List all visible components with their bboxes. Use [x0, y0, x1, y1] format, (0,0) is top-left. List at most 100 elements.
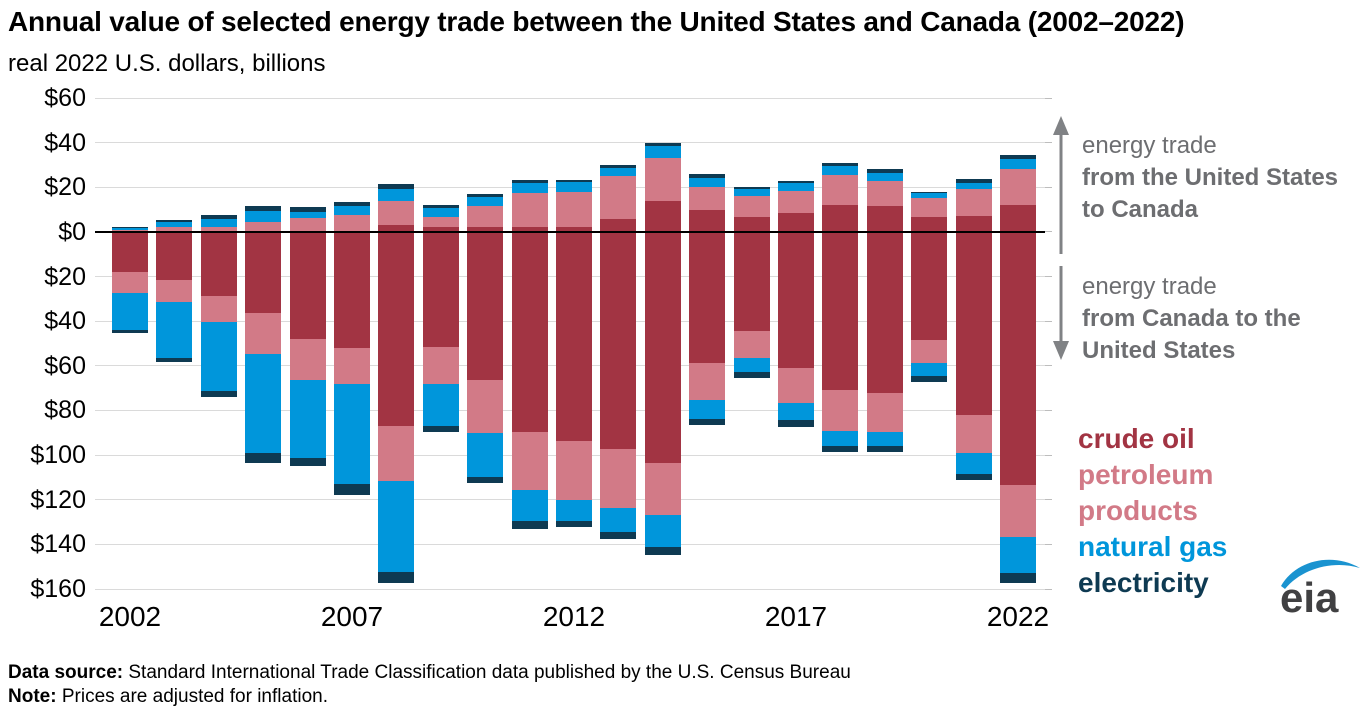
annotation-canada-to-us: energy trade from Canada to the United S…	[1082, 271, 1344, 367]
y-axis-tick-label: $140	[30, 530, 86, 559]
bar-segment-2010-crude_oil-export	[467, 227, 504, 232]
bar-segment-2020-natural_gas-export	[911, 192, 948, 199]
bar-segment-2002-natural_gas-export	[112, 227, 148, 230]
bar-segment-2022-crude_oil-export	[1000, 205, 1036, 232]
right-axis-tick	[1045, 186, 1052, 188]
bar-segment-2003-natural_gas-export	[156, 222, 193, 228]
bar-segment-2014-petroleum_products-import	[644, 462, 681, 515]
bar-segment-2003-electricity-export	[156, 219, 193, 223]
bar-segment-2009-natural_gas-import	[422, 383, 459, 427]
y-axis-tick-label: $60	[44, 351, 86, 380]
bar-segment-2016-petroleum_products-export	[733, 195, 770, 218]
bar-segment-2002-electricity-import	[112, 330, 148, 334]
bar-segment-2017-crude_oil-export	[778, 213, 814, 232]
bar-segment-2014-natural_gas-import	[644, 514, 681, 548]
bar-segment-2013-electricity-import	[600, 531, 637, 539]
bar-segment-2015-crude_oil-import	[689, 231, 726, 363]
bar-segment-2004-electricity-import	[200, 391, 237, 398]
plot-area: 2002 2007 2012 2017 2022	[95, 97, 1052, 632]
bar-segment-2021-petroleum_products-import	[955, 414, 992, 454]
bar-segment-2022-petroleum_products-export	[1000, 168, 1036, 206]
bar-segment-2021-electricity-import	[955, 474, 992, 481]
bar-segment-2011-electricity-import	[511, 520, 548, 529]
right-axis-tick	[1045, 543, 1052, 545]
bar-segment-2011-crude_oil-export	[511, 227, 548, 232]
bar-segment-2009-crude_oil-export	[422, 226, 459, 232]
bar-segment-2010-petroleum_products-export	[467, 206, 504, 228]
bar-segment-2014-electricity-export	[644, 143, 681, 147]
gridline	[95, 588, 1045, 590]
bar-segment-2021-natural_gas-export	[955, 183, 992, 189]
bar-segment-2018-petroleum_products-export	[822, 174, 859, 206]
bar-segment-2013-crude_oil-import	[600, 231, 637, 450]
bar-segment-2004-petroleum_products-export	[200, 226, 237, 232]
right-axis-tick	[1045, 142, 1052, 144]
bar-segment-2021-petroleum_products-export	[955, 188, 992, 216]
bar-segment-2004-natural_gas-export	[200, 218, 237, 227]
bar-segment-2003-petroleum_products-import	[156, 279, 193, 303]
bar-segment-2010-electricity-import	[467, 477, 504, 484]
bar-segment-2016-petroleum_products-import	[733, 330, 770, 359]
bar-segment-2015-petroleum_products-import	[689, 362, 726, 400]
x-axis-tick-label: 2017	[764, 601, 828, 632]
bar-segment-2005-petroleum_products-export	[245, 221, 282, 232]
bar-segment-2020-crude_oil-export	[911, 217, 948, 232]
bar-segment-2006-natural_gas-import	[289, 380, 326, 459]
legend: crude oil petroleum products natural gas…	[1078, 421, 1296, 601]
bar-segment-2005-natural_gas-export	[245, 211, 282, 222]
bar-segment-2018-crude_oil-export	[822, 205, 859, 232]
bar-segment-2014-electricity-import	[644, 547, 681, 555]
annotation-us-to-canada-intro: energy trade	[1082, 132, 1217, 159]
y-axis-tick-label: $40	[44, 307, 86, 336]
legend-natural-gas: natural gas	[1078, 531, 1228, 562]
bar-segment-2007-crude_oil-import	[334, 231, 370, 348]
footer-data-source: Data source: Standard International Trad…	[8, 662, 851, 684]
bar-segment-2012-natural_gas-export	[556, 182, 592, 193]
bar-segment-2015-petroleum_products-export	[689, 186, 726, 211]
right-axis-tick	[1045, 365, 1052, 367]
bar-segment-2010-natural_gas-import	[467, 432, 504, 478]
footer-note-text: Prices are adjusted for inflation.	[56, 686, 328, 707]
bar-segment-2019-electricity-import	[866, 446, 903, 452]
y-axis-tick-label: $40	[44, 128, 86, 157]
y-axis-tick-label: $60	[44, 84, 86, 112]
right-axis-tick	[1045, 231, 1052, 233]
bar-segment-2010-crude_oil-import	[467, 231, 504, 381]
legend-crude-oil: crude oil	[1078, 423, 1195, 454]
y-axis-tick-label: $0	[58, 217, 86, 246]
bar-segment-2009-petroleum_products-export	[422, 216, 459, 227]
chart-title: Annual value of selected energy trade be…	[8, 6, 1185, 37]
bar-segment-2018-electricity-export	[822, 162, 859, 167]
bar-segment-2006-natural_gas-export	[289, 211, 326, 218]
bar-segment-2014-petroleum_products-export	[644, 158, 681, 201]
annotation-canada-to-us-intro: energy trade	[1082, 273, 1217, 300]
bar-segment-2012-natural_gas-import	[556, 499, 592, 522]
right-axis-tick	[1045, 276, 1052, 278]
bar-segment-2010-electricity-export	[467, 194, 504, 198]
bar-segment-2006-petroleum_products-import	[289, 339, 326, 381]
bar-segment-2005-natural_gas-import	[245, 353, 282, 453]
bar-segment-2021-crude_oil-import	[955, 231, 992, 415]
bar-segment-2017-natural_gas-export	[778, 182, 814, 191]
bar-segment-2013-natural_gas-import	[600, 507, 637, 532]
bar-segment-2012-electricity-export	[556, 179, 592, 183]
bar-segment-2022-crude_oil-import	[1000, 231, 1036, 486]
bar-segment-2007-petroleum_products-export	[334, 214, 370, 232]
up-arrow-icon	[1053, 116, 1069, 254]
gridline	[95, 142, 1045, 144]
footer-note: Note: Prices are adjusted for inflation.	[8, 686, 328, 708]
bar-segment-2008-petroleum_products-import	[378, 426, 415, 481]
bar-segment-2011-petroleum_products-import	[511, 431, 548, 490]
footer-note-label: Note:	[8, 686, 57, 707]
bar-segment-2005-petroleum_products-import	[245, 313, 282, 354]
eia-logo: eia	[1280, 559, 1360, 616]
bar-segment-2020-electricity-import	[911, 375, 948, 382]
bar-segment-2004-petroleum_products-import	[200, 295, 237, 323]
bar-segment-2018-natural_gas-import	[822, 430, 859, 446]
down-arrow-icon	[1053, 266, 1069, 360]
bar-segment-2018-natural_gas-export	[822, 166, 859, 175]
bar-segment-2013-petroleum_products-export	[600, 176, 637, 219]
bar-segment-2021-crude_oil-export	[955, 215, 992, 232]
bar-segment-2013-crude_oil-export	[600, 218, 637, 232]
bar-segment-2012-electricity-import	[556, 521, 592, 527]
